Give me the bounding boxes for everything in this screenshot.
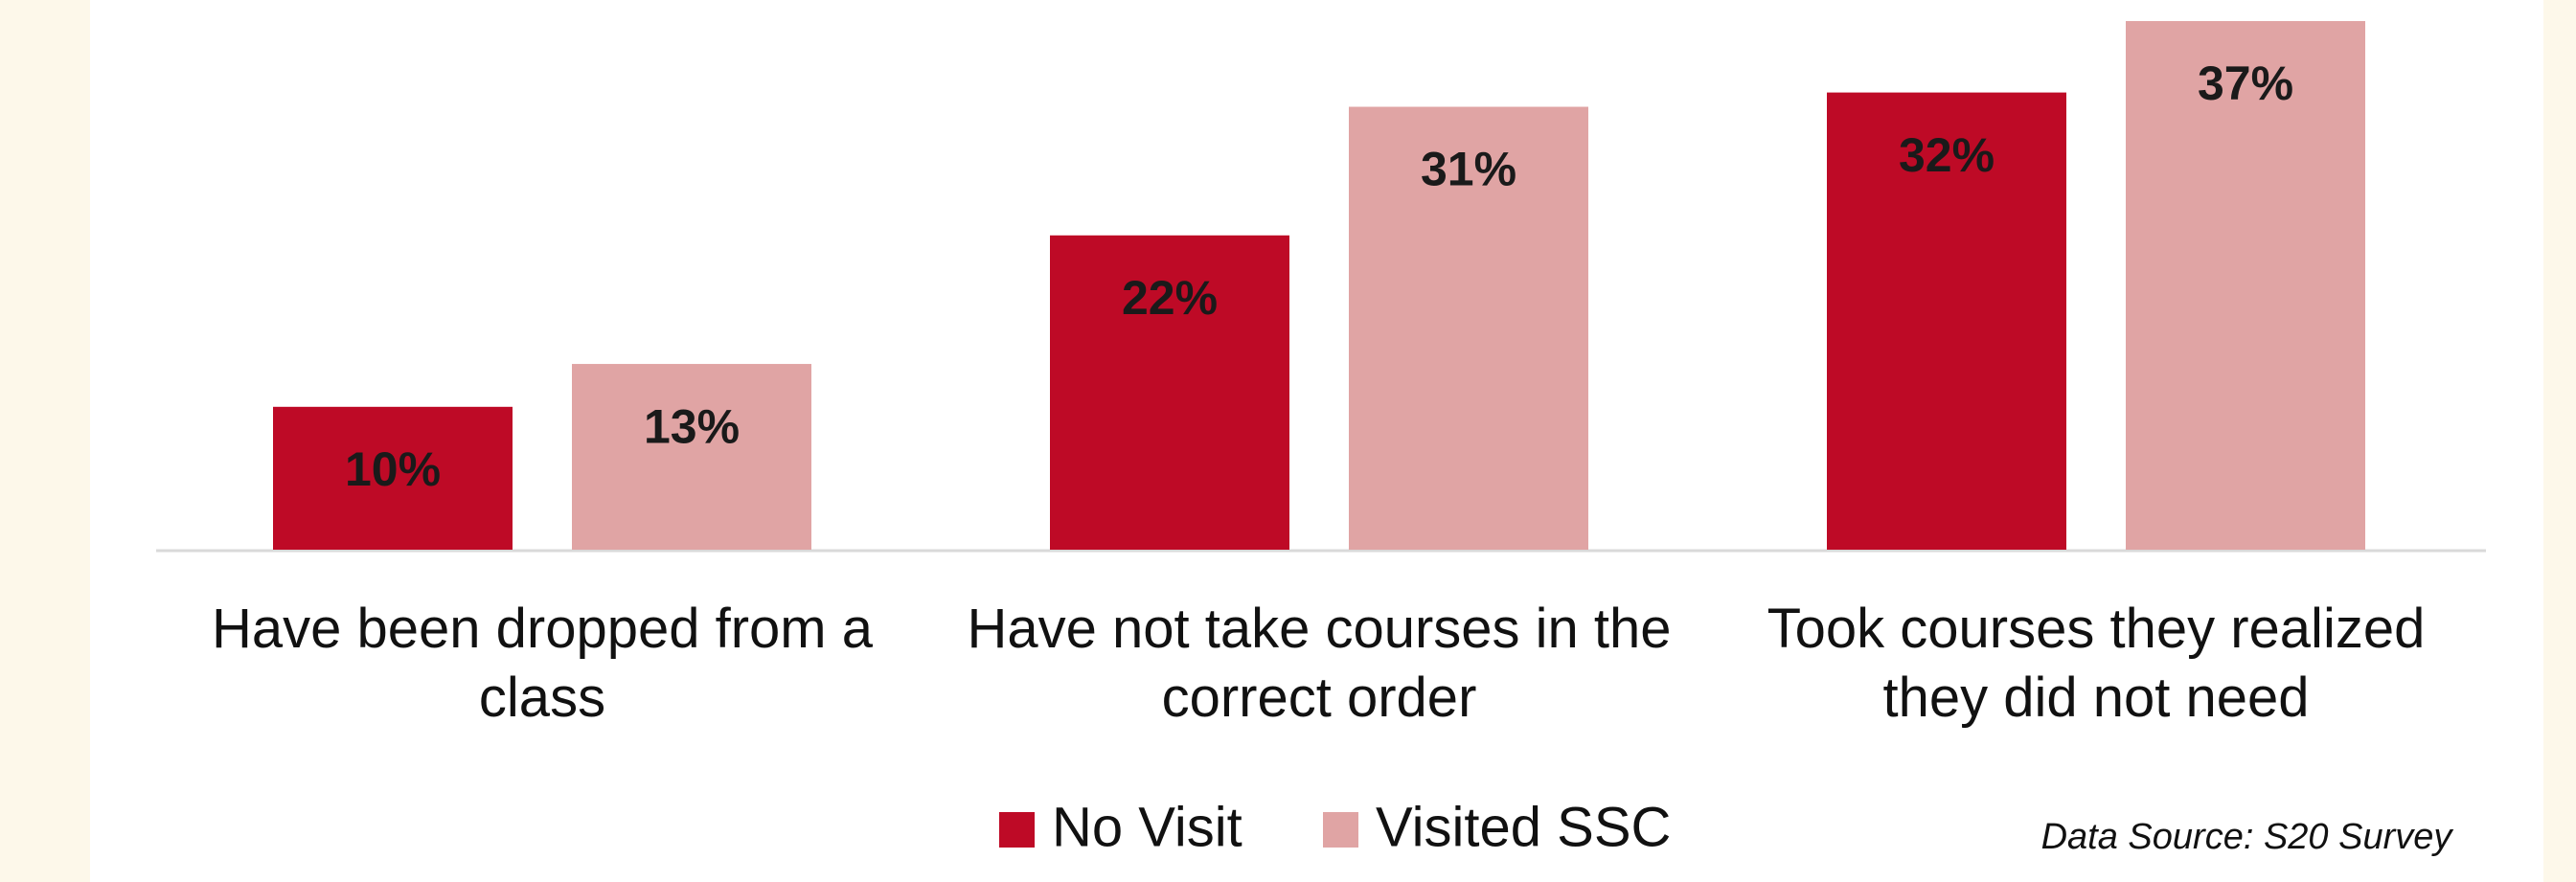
- data-label: 32%: [1899, 128, 1995, 182]
- legend-label: Visited SSC: [1376, 796, 1671, 858]
- data-label: 10%: [345, 442, 441, 496]
- bar: [1827, 92, 2066, 550]
- legend-swatch: [1323, 812, 1358, 848]
- bar: [1050, 235, 1289, 550]
- bar: [1349, 106, 1588, 550]
- bar: [273, 406, 513, 550]
- bar: [2126, 21, 2365, 550]
- data-source: Data Source: S20 Survey: [2041, 817, 2454, 857]
- legend-label: No Visit: [1052, 796, 1242, 858]
- x-tick-label: Have been dropped from a class: [212, 598, 873, 729]
- bar: [572, 364, 811, 550]
- data-label: 31%: [1421, 143, 1516, 196]
- data-label: 37%: [2198, 57, 2293, 110]
- data-label: 13%: [644, 399, 740, 453]
- data-label: 22%: [1122, 271, 1218, 325]
- x-tick-label: Have not take courses in the correct ord…: [967, 598, 1672, 729]
- legend-swatch: [999, 812, 1035, 848]
- x-tick-label: Took courses they realized they did not …: [1767, 598, 2426, 729]
